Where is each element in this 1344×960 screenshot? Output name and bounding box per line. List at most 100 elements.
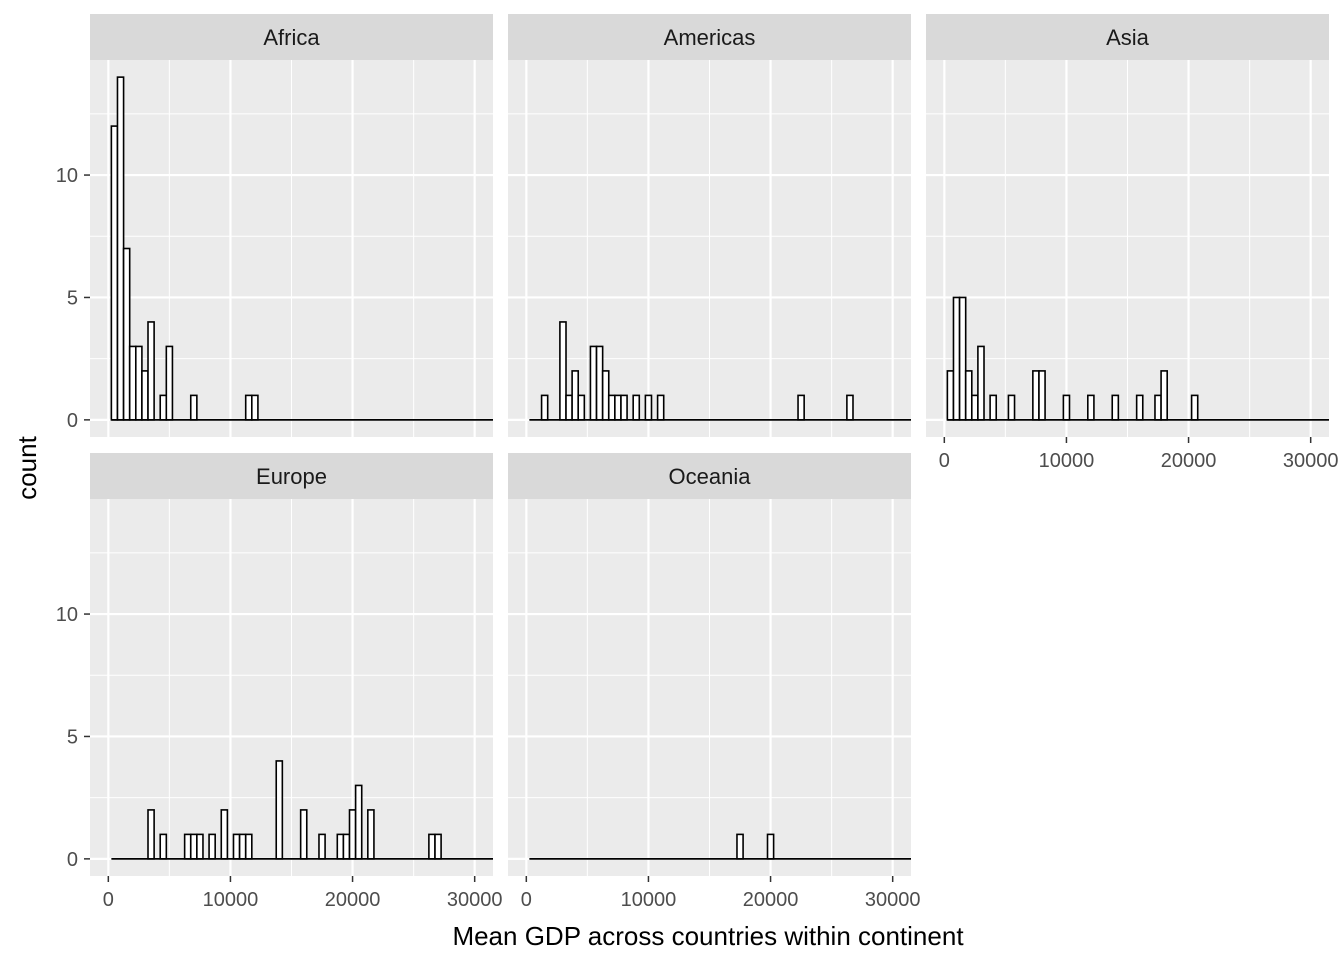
- strip-label: Oceania: [669, 464, 752, 489]
- histogram-bar: [632, 394, 641, 421]
- histogram-bar: [275, 760, 284, 860]
- histogram-bar: [189, 833, 198, 860]
- y-tick-label: 0: [67, 849, 78, 871]
- histogram-bar: [196, 833, 204, 860]
- x-tick-label: 30000: [1283, 450, 1339, 472]
- x-axis-title: Mean GDP across countries within contine…: [452, 921, 964, 951]
- panel-oceania: Oceania 0 10000 20000 30000: [508, 453, 920, 911]
- histogram-bar: [354, 784, 363, 860]
- strip-background: [508, 453, 911, 499]
- strip-label: Africa: [263, 25, 320, 50]
- panel-africa: Africa 0 5 10: [56, 14, 493, 437]
- histogram-bar: [589, 345, 598, 421]
- histogram-bar: [238, 833, 247, 860]
- histogram-bar: [208, 833, 216, 860]
- panel-europe: Europe 0 5 10 0 10000 20000 30000: [56, 453, 502, 911]
- histogram-bar: [946, 370, 955, 421]
- histogram-bar: [958, 296, 967, 421]
- histogram-bar: [989, 394, 998, 421]
- histogram-bar: [1135, 394, 1144, 421]
- histogram-bar: [952, 296, 961, 421]
- histogram-bar: [244, 833, 253, 860]
- histogram-bar: [110, 125, 119, 421]
- histogram-bar: [428, 833, 436, 860]
- y-axis-title: count: [12, 435, 42, 499]
- x-tick-label: 0: [939, 450, 950, 472]
- strip-background: [90, 14, 493, 60]
- histogram-bar: [559, 321, 567, 421]
- histogram-bar: [348, 809, 357, 860]
- histogram-bar: [189, 394, 198, 421]
- histogram-bar: [367, 809, 375, 860]
- strip-background: [508, 14, 911, 60]
- histogram-bar: [342, 833, 351, 860]
- histogram-bar: [318, 833, 326, 860]
- histogram-bar: [964, 370, 973, 421]
- histogram-bar: [141, 370, 149, 421]
- histogram-bar: [1007, 394, 1016, 421]
- strip-label: Americas: [664, 25, 756, 50]
- histogram-bar: [656, 394, 665, 421]
- histogram-bar: [159, 394, 168, 421]
- x-tick-label: 20000: [743, 889, 799, 911]
- histogram-bar: [846, 394, 854, 421]
- histogram-bar: [165, 345, 174, 421]
- y-tick-label: 0: [67, 410, 78, 432]
- histogram-bar: [1087, 394, 1095, 421]
- histogram-bar: [1062, 394, 1071, 421]
- histogram-bar: [970, 394, 979, 421]
- histogram-bar: [595, 345, 604, 421]
- histogram-bar: [159, 833, 168, 860]
- histogram-bar: [251, 394, 259, 421]
- histogram-bar: [766, 833, 775, 860]
- histogram-bar: [299, 809, 308, 860]
- histogram-bar: [1111, 394, 1120, 421]
- histogram-bar: [122, 247, 131, 421]
- y-tick-label: 10: [56, 165, 78, 187]
- strip-label: Asia: [1106, 25, 1150, 50]
- histogram-bar: [220, 809, 229, 860]
- y-tick-label: 10: [56, 604, 78, 626]
- x-tick-label: 30000: [865, 889, 921, 911]
- histogram-bar: [540, 394, 549, 421]
- y-tick-label: 5: [67, 287, 78, 309]
- strip-label: Europe: [256, 464, 327, 489]
- histogram-bar: [183, 833, 192, 860]
- histogram-bar: [147, 809, 155, 860]
- x-tick-label: 0: [103, 889, 114, 911]
- histogram-bar: [571, 370, 580, 421]
- x-tick-label: 20000: [1161, 450, 1217, 472]
- strip-background: [90, 453, 493, 499]
- strip-background: [926, 14, 1329, 60]
- panel-americas: Americas: [508, 14, 911, 437]
- x-tick-label: 0: [521, 889, 532, 911]
- histogram-bar: [644, 394, 653, 421]
- x-tick-label: 10000: [1039, 450, 1095, 472]
- x-tick-label: 10000: [203, 889, 259, 911]
- histogram-bar: [1032, 370, 1040, 421]
- histogram-bar: [336, 833, 345, 860]
- x-tick-label: 10000: [621, 889, 677, 911]
- histogram-bar: [232, 833, 241, 860]
- histogram-bar: [607, 394, 616, 421]
- histogram-bar: [147, 321, 155, 421]
- histogram-bar: [1160, 370, 1168, 421]
- histogram-bar: [134, 345, 143, 421]
- histogram-bar: [128, 345, 137, 421]
- histogram-bar: [434, 833, 442, 860]
- histogram-bar: [1154, 394, 1162, 421]
- histogram-bar: [1038, 370, 1046, 421]
- y-tick-label: 5: [67, 726, 78, 748]
- histogram-bar: [797, 394, 805, 421]
- histogram-bar: [977, 345, 985, 421]
- histogram-bar: [620, 394, 628, 421]
- histogram-bar: [601, 370, 610, 421]
- histogram-bar: [244, 394, 253, 421]
- histogram-bar: [577, 394, 586, 421]
- histogram-bar: [116, 76, 125, 421]
- panel-asia: Asia 0 10000 20000 30000: [926, 14, 1338, 472]
- x-tick-label: 20000: [325, 889, 381, 911]
- histogram-bar: [736, 833, 744, 860]
